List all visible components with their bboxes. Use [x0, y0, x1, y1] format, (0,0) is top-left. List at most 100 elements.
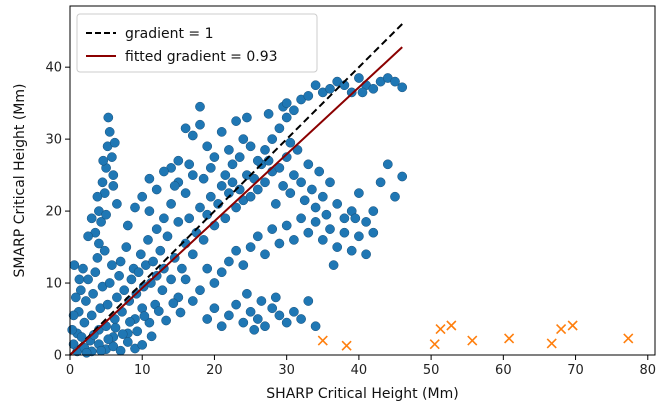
data-point: [285, 188, 296, 198]
data-point: [350, 213, 361, 224]
outlier-stroke: [429, 339, 440, 350]
data-point: [187, 296, 198, 306]
data-point: [184, 159, 195, 170]
data-point: [216, 267, 227, 278]
data-point: [205, 191, 216, 202]
data-point: [339, 213, 350, 224]
data-point: [107, 260, 117, 270]
data-point: [390, 191, 400, 202]
data-point: [115, 256, 126, 267]
data-point: [90, 267, 101, 278]
data-point: [175, 307, 186, 318]
data-point: [281, 152, 292, 162]
data-point: [245, 141, 256, 152]
data-point: [99, 245, 110, 256]
data-point: [249, 324, 260, 335]
data-point: [289, 306, 299, 317]
y-tick-label: 10: [45, 277, 62, 292]
points-layer: [67, 73, 634, 358]
x-tick-label: 60: [495, 363, 512, 378]
data-point: [112, 292, 122, 303]
data-point: [198, 235, 209, 245]
data-point: [252, 314, 263, 324]
data-point: [303, 296, 314, 306]
data-point: [224, 145, 234, 155]
data-point: [224, 310, 234, 321]
data-point: [216, 321, 227, 332]
data-point: [220, 170, 231, 180]
data-point: [98, 155, 109, 166]
data-point: [270, 199, 281, 209]
data-point: [102, 299, 113, 310]
x-tick-label: 20: [206, 363, 223, 378]
data-point: [139, 311, 150, 321]
data-point: [307, 184, 317, 195]
data-point: [195, 101, 205, 112]
data-point: [137, 191, 148, 202]
data-point: [368, 83, 379, 94]
data-point: [274, 238, 285, 249]
data-point: [252, 231, 263, 242]
data-point: [325, 83, 335, 94]
legend-label-gradient-1: gradient = 1: [125, 26, 214, 42]
y-axis-label: SMARP Critical Height (Mm): [12, 84, 28, 278]
data-point: [126, 274, 137, 285]
data-point: [166, 274, 176, 285]
data-point: [231, 116, 241, 126]
data-point: [108, 170, 119, 180]
data-point: [220, 213, 231, 224]
data-point: [270, 292, 281, 303]
data-point: [245, 306, 256, 317]
data-point: [144, 206, 155, 216]
data-point: [303, 159, 314, 170]
data-point: [103, 112, 114, 123]
data-point: [119, 285, 130, 296]
data-point: [205, 163, 216, 173]
y-tick-label: 40: [45, 61, 62, 76]
data-point: [109, 137, 120, 148]
data-point: [159, 213, 169, 224]
data-point: [184, 213, 195, 224]
data-point: [112, 199, 122, 209]
data-point: [238, 134, 249, 144]
data-point: [274, 163, 285, 173]
x-axis-ticks: 0 10 20 30 40 50 60 70 80: [66, 355, 656, 378]
data-point: [209, 152, 220, 162]
y-tick-label: 30: [45, 133, 62, 148]
outlier-marker: [435, 324, 446, 335]
data-point: [317, 191, 328, 202]
data-point: [281, 317, 292, 328]
data-point: [180, 188, 191, 198]
data-point: [180, 274, 191, 285]
data-point: [382, 159, 393, 170]
outlier-marker: [429, 339, 440, 350]
data-point: [321, 209, 332, 220]
data-point: [83, 274, 93, 285]
data-point: [332, 199, 343, 209]
data-point: [144, 317, 155, 328]
data-point: [104, 127, 115, 137]
data-point: [263, 109, 274, 119]
data-point: [81, 296, 91, 306]
outlier-marker: [446, 320, 457, 331]
data-point: [357, 87, 368, 98]
data-point: [346, 245, 357, 256]
data-point: [278, 181, 288, 191]
data-point: [144, 173, 155, 184]
data-point: [231, 299, 241, 310]
data-point: [310, 80, 321, 91]
data-point: [96, 345, 106, 356]
data-point: [94, 238, 104, 249]
outlier-marker: [556, 324, 567, 335]
outlier-marker: [341, 340, 352, 351]
data-point: [151, 224, 162, 234]
data-point: [169, 181, 180, 191]
data-point: [202, 141, 213, 152]
data-point: [296, 314, 306, 324]
data-point: [195, 119, 205, 130]
outlier-marker: [317, 335, 328, 346]
x-tick-label: 70: [567, 363, 584, 378]
data-point: [108, 181, 119, 191]
data-point: [81, 347, 92, 358]
legend-label-fitted-gradient: fitted gradient = 0.93: [125, 49, 278, 65]
